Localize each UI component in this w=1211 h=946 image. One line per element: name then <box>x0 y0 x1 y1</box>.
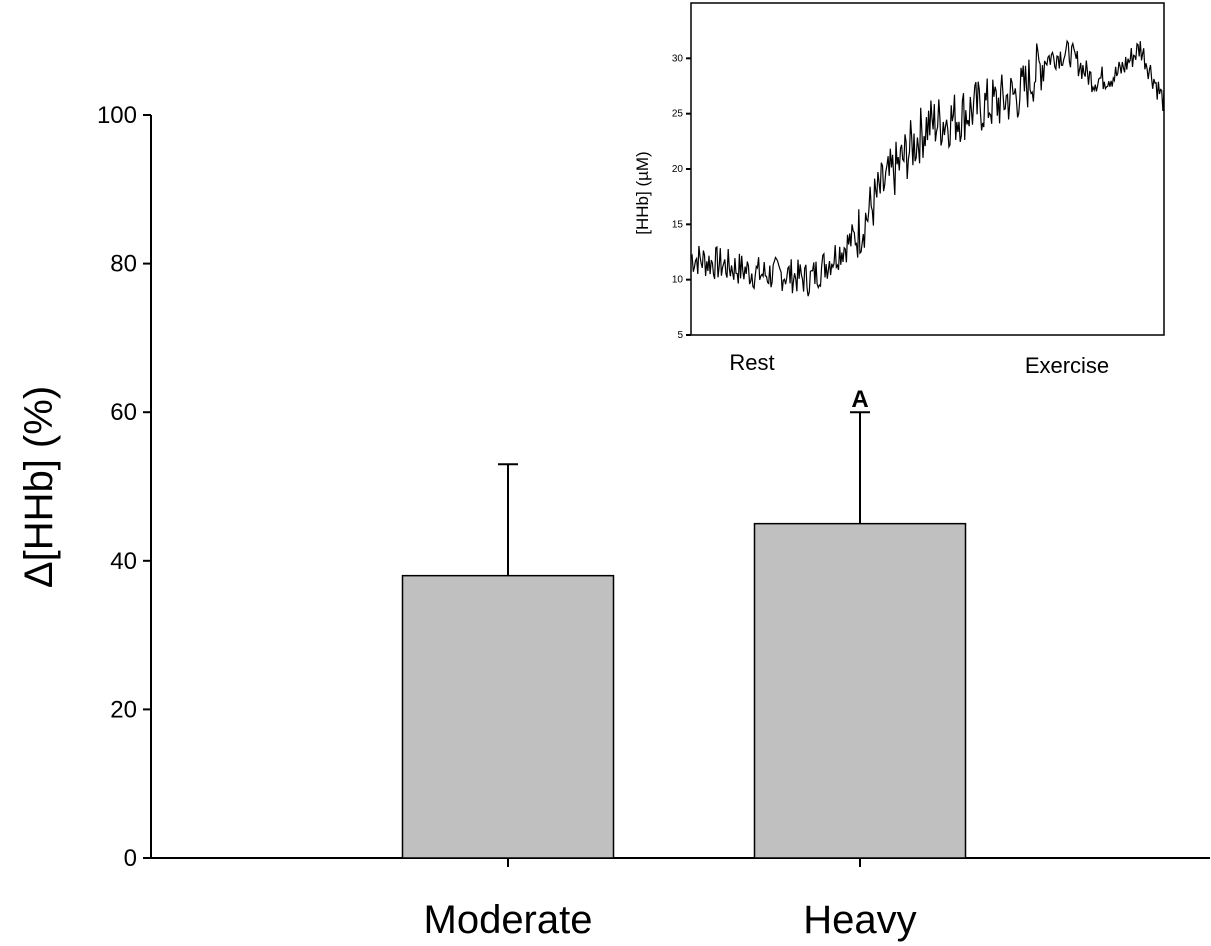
main-bar-chart: 0 20 40 60 80 100 A Moderate Heavy Δ[HHb] (%) <box>17 102 1210 942</box>
inset-y-tick-label: 20 <box>672 164 684 175</box>
inset-x-label-rest: Rest <box>729 350 774 375</box>
inset-y-tick-label: 15 <box>672 219 684 230</box>
inset-hhb-trace <box>690 39 1165 297</box>
inset-line-chart: 5 10 15 20 25 30 [HHb] (µM) Rest Exercise <box>633 2 1165 378</box>
significance-annotation: A <box>851 386 868 413</box>
main-y-tick-label: 80 <box>110 251 137 278</box>
main-x-category-label: Heavy <box>803 898 916 942</box>
main-y-tick-label: 60 <box>110 399 137 426</box>
inset-y-axis-label: [HHb] (µM) <box>633 151 652 234</box>
main-y-tick-label: 100 <box>97 102 137 129</box>
bar-moderate <box>401 574 615 859</box>
inset-y-tick-label: 5 <box>677 330 683 341</box>
inset-frame <box>690 2 1165 336</box>
main-y-tick-label: 40 <box>110 548 137 575</box>
main-y-tick-label: 0 <box>124 845 137 872</box>
inset-x-label-exercise: Exercise <box>1025 353 1109 378</box>
main-y-axis-label: Δ[HHb] (%) <box>17 386 61 588</box>
inset-y-tick-label: 25 <box>672 109 684 120</box>
main-y-tick-label: 20 <box>110 696 137 723</box>
main-x-category-label: Moderate <box>424 898 593 942</box>
inset-y-tick-label: 10 <box>672 275 684 286</box>
inset-y-tick-label: 30 <box>672 53 684 64</box>
bar-heavy <box>753 522 967 859</box>
